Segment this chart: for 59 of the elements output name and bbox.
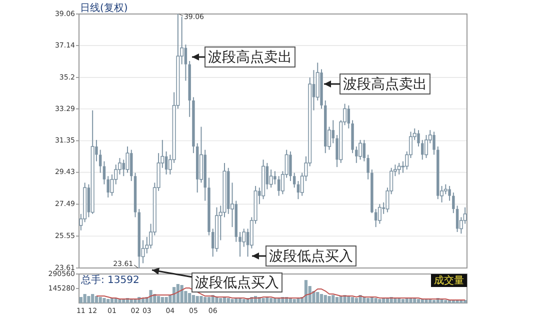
bar xyxy=(172,287,176,303)
bar xyxy=(230,299,234,303)
bar xyxy=(106,299,110,303)
bar xyxy=(200,296,203,303)
bar xyxy=(262,298,265,303)
bar xyxy=(366,298,370,303)
bar xyxy=(192,295,196,303)
bar xyxy=(219,298,222,303)
bar xyxy=(304,280,308,303)
bar xyxy=(149,290,152,303)
bar xyxy=(347,296,350,303)
bar xyxy=(394,298,397,303)
bar xyxy=(156,296,160,303)
bar xyxy=(226,298,230,303)
bar xyxy=(296,298,300,303)
annotation: 总手: 13592 xyxy=(80,274,140,286)
bar xyxy=(164,297,168,303)
bar xyxy=(335,297,339,303)
bar xyxy=(242,299,246,303)
bar xyxy=(160,297,164,303)
bar xyxy=(324,295,327,303)
bar xyxy=(176,284,180,303)
bar xyxy=(180,285,184,303)
annotation: 波段低点买入 xyxy=(195,275,279,292)
bar xyxy=(339,296,342,303)
bar xyxy=(204,297,207,303)
bar xyxy=(102,298,106,303)
bar xyxy=(354,298,358,303)
bar xyxy=(328,296,331,303)
bar xyxy=(79,297,82,303)
bar xyxy=(94,296,98,303)
bar xyxy=(188,293,192,303)
bar xyxy=(401,299,405,303)
bar xyxy=(207,297,211,303)
bar xyxy=(196,296,199,303)
bar xyxy=(316,292,320,303)
bar xyxy=(416,299,420,303)
bar xyxy=(432,300,436,303)
annotation: 成交量 xyxy=(434,274,464,287)
chart-title: 日线(复权) xyxy=(80,2,128,14)
bar xyxy=(98,297,102,303)
bar xyxy=(87,296,90,303)
bar xyxy=(270,298,273,303)
bar xyxy=(83,294,86,303)
bar xyxy=(362,297,366,303)
bar xyxy=(91,294,94,303)
annotation: 波段高点卖出 xyxy=(343,76,427,93)
annotation: 波段低点买入 xyxy=(269,248,353,265)
bar xyxy=(292,299,296,303)
bar xyxy=(350,297,354,303)
annotation: 波段高点卖出 xyxy=(208,50,292,66)
bar xyxy=(374,298,378,303)
bar xyxy=(215,297,218,303)
bar xyxy=(378,299,382,303)
bar xyxy=(320,294,324,303)
line-series xyxy=(96,288,466,301)
bar xyxy=(409,298,412,303)
bar xyxy=(332,295,335,303)
bar xyxy=(444,300,448,303)
